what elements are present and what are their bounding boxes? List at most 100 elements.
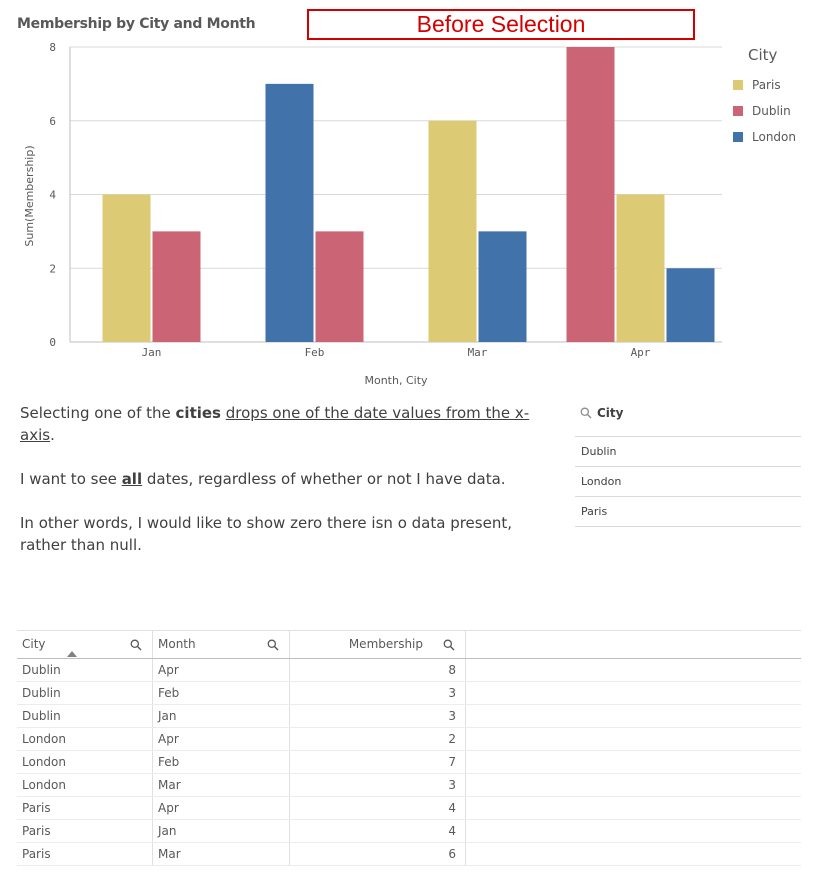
- bar-mar-london[interactable]: [478, 231, 527, 342]
- city-filter-pane[interactable]: City Dublin London Paris: [575, 400, 801, 527]
- table-row[interactable]: Dublin Feb 3: [17, 682, 801, 705]
- description-text: Selecting one of the cities drops one of…: [20, 402, 560, 578]
- column-header-membership[interactable]: Membership: [290, 631, 466, 658]
- legend-item-london[interactable]: London: [733, 124, 796, 150]
- y-tick-label: 0: [49, 336, 56, 349]
- table-header: City Month Membership: [17, 631, 801, 659]
- cell-city: Dublin: [17, 659, 153, 681]
- cell-membership: 3: [290, 774, 466, 796]
- table-row[interactable]: Paris Jan 4: [17, 820, 801, 843]
- cell-membership: 6: [290, 843, 466, 865]
- cell-month: Apr: [153, 797, 290, 819]
- bar-apr-dublin[interactable]: [566, 47, 615, 342]
- filter-item-london[interactable]: London: [575, 467, 801, 497]
- legend-swatch: [733, 132, 743, 142]
- chart-title: Membership by City and Month: [17, 16, 256, 32]
- text-span: I want to see: [20, 470, 122, 488]
- header-label: Month: [158, 637, 196, 651]
- filter-list: Dublin London Paris: [575, 436, 801, 527]
- cell-city: Paris: [17, 797, 153, 819]
- text-bold: cities: [175, 404, 221, 422]
- y-tick-label: 6: [49, 115, 56, 128]
- x-tick-label: Feb: [305, 346, 325, 359]
- filter-item-dublin[interactable]: Dublin: [575, 437, 801, 467]
- header-label: Membership: [348, 637, 423, 651]
- bar-apr-paris[interactable]: [616, 194, 665, 343]
- table-body: Dublin Apr 8 Dublin Feb 3 Dublin Jan 3 London Apr 2…: [17, 659, 801, 866]
- cell-city: Dublin: [17, 705, 153, 727]
- bar-feb-london[interactable]: [265, 83, 314, 342]
- chart-legend[interactable]: City Paris Dublin London: [733, 46, 796, 150]
- bar-feb-dublin[interactable]: [315, 231, 364, 342]
- table-row[interactable]: Dublin Jan 3: [17, 705, 801, 728]
- cell-month: Mar: [153, 774, 290, 796]
- description-paragraph-1: Selecting one of the cities drops one of…: [20, 402, 560, 446]
- column-header-city[interactable]: City: [17, 631, 153, 658]
- legend-swatch: [733, 80, 743, 90]
- bar-chart[interactable]: 0 2 4 6 8 Jan Feb Mar Apr Month, City Sum(Membersh…: [0, 0, 832, 400]
- filter-title: City: [597, 406, 624, 420]
- legend-item-paris[interactable]: Paris: [733, 72, 796, 98]
- filter-item-paris[interactable]: Paris: [575, 497, 801, 527]
- legend-label: London: [752, 130, 796, 144]
- bar-jan-paris[interactable]: [102, 194, 151, 343]
- legend-label: Paris: [752, 78, 781, 92]
- cell-membership: 4: [290, 797, 466, 819]
- table-row[interactable]: Paris Mar 6: [17, 843, 801, 866]
- cell-city: London: [17, 728, 153, 750]
- legend-item-dublin[interactable]: Dublin: [733, 98, 796, 124]
- cell-membership: 4: [290, 820, 466, 842]
- bar-apr-london[interactable]: [666, 268, 715, 342]
- cell-membership: 2: [290, 728, 466, 750]
- search-icon[interactable]: [130, 639, 142, 654]
- table-row[interactable]: Paris Apr 4: [17, 797, 801, 820]
- cell-month: Jan: [153, 820, 290, 842]
- bar-mar-paris[interactable]: [428, 120, 477, 342]
- cell-membership: 3: [290, 705, 466, 727]
- sort-ascending-icon: [67, 651, 77, 657]
- table-row[interactable]: London Apr 2: [17, 728, 801, 751]
- x-tick-label: Mar: [468, 346, 488, 359]
- x-tick-label: Jan: [142, 346, 162, 359]
- cell-city: Paris: [17, 843, 153, 865]
- cell-month: Jan: [153, 705, 290, 727]
- cell-month: Feb: [153, 751, 290, 773]
- legend-swatch: [733, 106, 743, 116]
- table-row[interactable]: Dublin Apr 8: [17, 659, 801, 682]
- description-paragraph-3: In other words, I would like to show zer…: [20, 514, 512, 554]
- search-icon[interactable]: [267, 639, 279, 654]
- y-tick-label: 2: [49, 262, 56, 275]
- cell-month: Mar: [153, 843, 290, 865]
- search-icon[interactable]: [443, 639, 455, 654]
- cell-city: London: [17, 751, 153, 773]
- text-underlined: drops one of the date values from the x-…: [20, 404, 530, 444]
- cell-membership: 7: [290, 751, 466, 773]
- text-bold-underlined: all: [121, 470, 143, 488]
- cell-membership: 8: [290, 659, 466, 681]
- cell-city: Dublin: [17, 682, 153, 704]
- table-row[interactable]: London Feb 7: [17, 751, 801, 774]
- cell-city: London: [17, 774, 153, 796]
- membership-table: City Month Membership Dublin Apr 8 Dublin Fe…: [17, 630, 801, 866]
- before-selection-banner: Before Selection: [307, 9, 695, 40]
- cell-membership: 3: [290, 682, 466, 704]
- column-header-month[interactable]: Month: [153, 631, 290, 658]
- header-label: City: [22, 637, 46, 651]
- legend-title: City: [748, 46, 778, 64]
- x-tick-label: Apr: [631, 346, 651, 359]
- text-span: .: [50, 426, 55, 444]
- y-tick-label: 8: [49, 41, 56, 54]
- cell-month: Apr: [153, 659, 290, 681]
- search-icon[interactable]: [580, 407, 592, 419]
- y-tick-label: 4: [49, 189, 56, 202]
- text-span: dates, regardless of whether or not I ha…: [142, 470, 506, 488]
- bar-jan-dublin[interactable]: [152, 231, 201, 342]
- table-row[interactable]: London Mar 3: [17, 774, 801, 797]
- y-axis-title: Sum(Membership): [23, 145, 36, 246]
- description-paragraph-2: I want to see all dates, regardless of w…: [20, 468, 560, 490]
- cell-month: Apr: [153, 728, 290, 750]
- filter-header[interactable]: City: [575, 400, 801, 426]
- legend-label: Dublin: [752, 104, 791, 118]
- cell-month: Feb: [153, 682, 290, 704]
- text-span: Selecting one of the: [20, 404, 176, 422]
